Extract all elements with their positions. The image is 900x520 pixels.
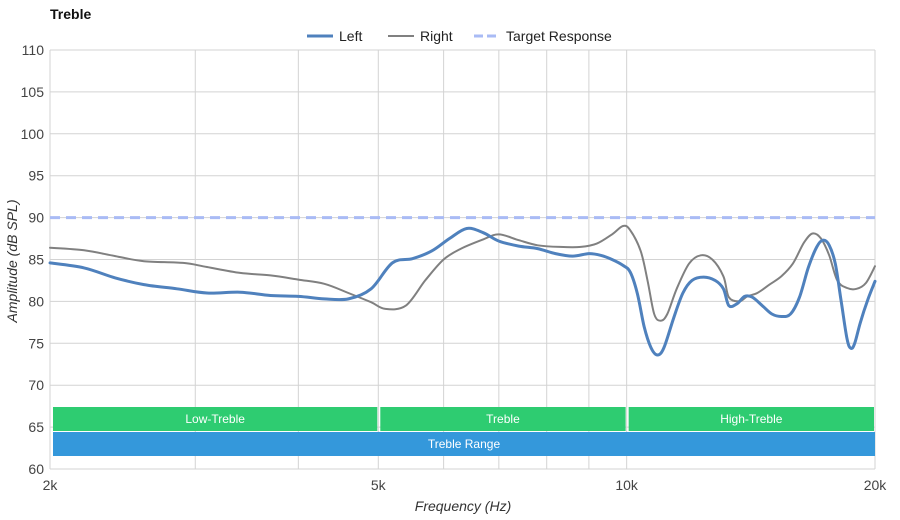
legend-label: Right — [420, 28, 453, 44]
y-tick-label: 85 — [28, 252, 44, 268]
band-treble-range — [53, 432, 875, 456]
series-line-left — [48, 226, 877, 357]
y-tick-label: 60 — [28, 461, 44, 477]
y-tick-label: 105 — [21, 84, 45, 100]
chart-title: Treble — [50, 6, 92, 22]
band-label: Low-Treble — [185, 412, 245, 426]
grid — [49, 49, 876, 470]
y-tick-label: 70 — [28, 377, 44, 393]
band-treble — [380, 407, 626, 431]
y-tick-label: 65 — [28, 419, 44, 435]
x-tick-label: 20k — [864, 477, 888, 493]
axes: 60 65 70 75 80 85 90 95 100 105 110 2k 5k 10k 20k — [21, 42, 888, 493]
legend-label: Left — [339, 28, 362, 44]
y-tick-label: 80 — [28, 293, 44, 309]
x-tick-label: 2k — [43, 477, 59, 493]
y-tick-label: 110 — [22, 42, 45, 58]
band-label: Treble Range — [428, 437, 501, 451]
series-line-right — [49, 224, 876, 322]
x-tick-label: 10k — [615, 477, 639, 493]
legend: Left Right Target Response — [307, 28, 612, 44]
y-tick-label: 90 — [28, 210, 44, 226]
band-label: High-Treble — [720, 412, 783, 426]
y-tick-label: 100 — [21, 126, 45, 142]
y-tick-label: 75 — [28, 335, 44, 351]
y-axis-title: Amplitude (dB SPL) — [4, 200, 20, 324]
legend-label: Target Response — [506, 28, 612, 44]
range-bands: Low-Treble Treble High-Treble Treble Range — [53, 407, 875, 456]
band-high-treble — [628, 407, 874, 431]
x-tick-label: 5k — [371, 477, 387, 493]
band-low-treble — [53, 407, 378, 431]
band-label: Treble — [486, 412, 520, 426]
x-axis-title: Frequency (Hz) — [415, 498, 511, 514]
series-lines — [48, 216, 877, 357]
y-tick-label: 95 — [28, 168, 44, 184]
